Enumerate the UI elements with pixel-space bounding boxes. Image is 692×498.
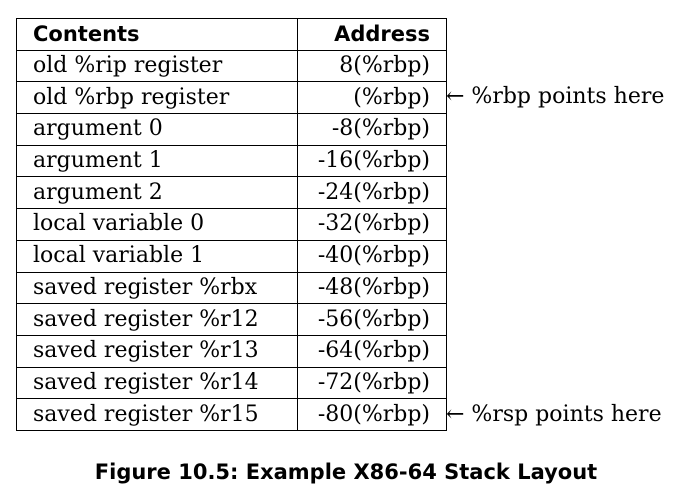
table-row: saved register %r13 -64(%rbp) bbox=[16, 334, 447, 368]
row-contents: saved register %rbx bbox=[16, 271, 298, 305]
row-address: -40(%rbp) bbox=[297, 239, 447, 273]
table-row: saved register %rbx -48(%rbp) bbox=[16, 271, 447, 305]
rsp-pointer-note: ← %rsp points here bbox=[446, 402, 662, 427]
header-address: Address bbox=[297, 18, 447, 51]
rbp-pointer-note: ← %rbp points here bbox=[446, 84, 665, 109]
row-address: (%rbp) bbox=[297, 81, 447, 115]
row-contents: local variable 0 bbox=[16, 208, 298, 241]
table-row: local variable 0 -32(%rbp) bbox=[16, 208, 447, 241]
row-address: 8(%rbp) bbox=[297, 49, 447, 83]
table-row: saved register %r14 -72(%rbp) bbox=[16, 366, 447, 400]
row-address: -64(%rbp) bbox=[297, 334, 447, 368]
table-row: argument 1 -16(%rbp) bbox=[16, 144, 447, 178]
row-address: -72(%rbp) bbox=[297, 366, 447, 400]
table-row: argument 0 -8(%rbp) bbox=[16, 113, 447, 146]
row-contents: argument 0 bbox=[16, 113, 298, 146]
row-contents: argument 2 bbox=[16, 176, 298, 210]
row-contents: local variable 1 bbox=[16, 239, 298, 273]
table-row: old %rip register 8(%rbp) bbox=[16, 49, 447, 83]
table-row: local variable 1 -40(%rbp) bbox=[16, 239, 447, 273]
row-contents: saved register %r14 bbox=[16, 366, 298, 400]
figure-caption: Figure 10.5: Example X86-64 Stack Layout bbox=[94, 460, 598, 484]
row-contents: argument 1 bbox=[16, 144, 298, 178]
row-address: -80(%rbp) bbox=[297, 398, 447, 431]
table-header-row: Contents Address bbox=[16, 18, 447, 51]
row-contents: saved register %r15 bbox=[16, 398, 298, 431]
row-contents: saved register %r12 bbox=[16, 303, 298, 336]
row-address: -32(%rbp) bbox=[297, 208, 447, 241]
table-row: argument 2 -24(%rbp) bbox=[16, 176, 447, 210]
table-row: saved register %r12 -56(%rbp) bbox=[16, 303, 447, 336]
stack-layout-table: Contents Address old %rip register 8(%rb… bbox=[16, 18, 447, 431]
row-address: -56(%rbp) bbox=[297, 303, 447, 336]
row-address: -16(%rbp) bbox=[297, 144, 447, 178]
row-contents: saved register %r13 bbox=[16, 334, 298, 368]
table-row: saved register %r15 -80(%rbp) bbox=[16, 398, 447, 431]
row-address: -24(%rbp) bbox=[297, 176, 447, 210]
row-contents: old %rbp register bbox=[16, 81, 298, 115]
table-row: old %rbp register (%rbp) bbox=[16, 81, 447, 115]
row-address: -8(%rbp) bbox=[297, 113, 447, 146]
header-contents: Contents bbox=[16, 18, 298, 51]
row-address: -48(%rbp) bbox=[297, 271, 447, 305]
row-contents: old %rip register bbox=[16, 49, 298, 83]
